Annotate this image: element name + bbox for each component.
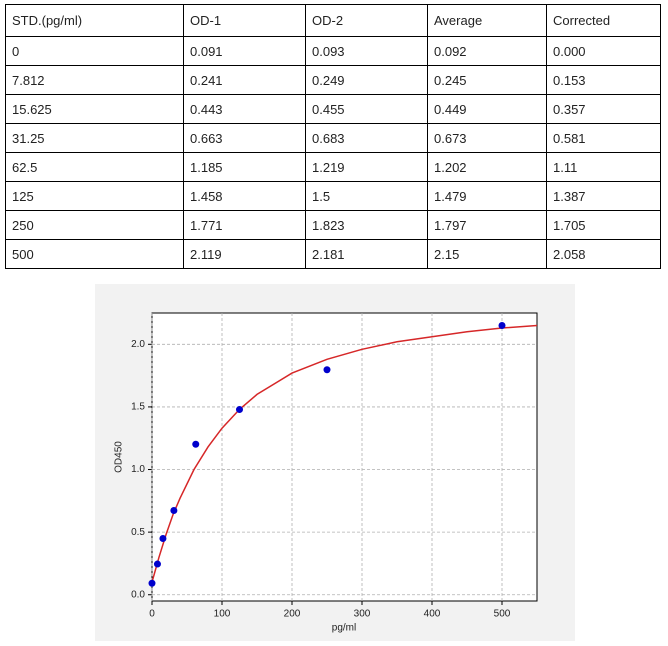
data-point — [236, 406, 243, 414]
x-tick-label: 100 — [214, 609, 231, 620]
x-axis-label: pg/ml — [332, 623, 356, 634]
table-cell: 1.219 — [305, 152, 428, 182]
table-cell: 0 — [5, 36, 184, 66]
table-cell: 500 — [5, 239, 184, 269]
table-cell: 1.823 — [305, 210, 428, 240]
table-cell: 0.455 — [305, 94, 428, 124]
table-cell: 1.5 — [305, 181, 428, 211]
plot-area — [151, 312, 538, 602]
table-cell: 1.458 — [183, 181, 306, 211]
table-row: 31.25 0.663 0.683 0.673 0.581 — [5, 123, 661, 153]
table-cell: 1.11 — [546, 152, 661, 182]
table-cell: 0.093 — [305, 36, 428, 66]
table-cell: 0.443 — [183, 94, 306, 124]
table-row: 7.812 0.241 0.249 0.245 0.153 — [5, 65, 661, 95]
table-cell: 1.797 — [427, 210, 547, 240]
table-cell: 0.249 — [305, 65, 428, 95]
table-cell: 0.241 — [183, 65, 306, 95]
table-cell: 31.25 — [5, 123, 184, 153]
y-tick-label: 1.0 — [131, 464, 145, 475]
table-cell: 2.058 — [546, 239, 661, 269]
data-point — [192, 440, 200, 448]
table-cell: 1.202 — [427, 152, 547, 182]
table-cell: 1.705 — [546, 210, 661, 240]
table-cell: 1.771 — [183, 210, 306, 240]
y-axis-label: OD450 — [114, 441, 125, 473]
y-tick-label: 0.5 — [131, 527, 145, 538]
y-tick-label: 0.0 — [131, 589, 145, 600]
table-cell: 1.185 — [183, 152, 306, 182]
table-cell: OD-1 — [183, 4, 306, 37]
table-cell: 0.000 — [546, 36, 661, 66]
data-point — [323, 366, 331, 374]
table-cell: 2.181 — [305, 239, 428, 269]
table-row: 62.5 1.185 1.219 1.202 1.11 — [5, 152, 661, 182]
table-row: 15.625 0.443 0.455 0.449 0.357 — [5, 94, 661, 124]
table-cell: 0.581 — [546, 123, 661, 153]
table-cell: 0.091 — [183, 36, 306, 66]
table-cell: 0.092 — [427, 36, 547, 66]
data-point — [153, 560, 161, 568]
table-cell: Average — [427, 4, 547, 37]
x-tick-label: 300 — [354, 609, 371, 620]
table-cell: 0.683 — [305, 123, 428, 153]
y-tick-label: 2.0 — [131, 339, 145, 350]
table-cell: 0.673 — [427, 123, 547, 153]
table-row: 0 0.091 0.093 0.092 0.000 — [5, 36, 661, 66]
table-cell: 2.119 — [183, 239, 306, 269]
table-cell: 250 — [5, 210, 184, 240]
x-tick-label: 500 — [494, 609, 511, 620]
table-cell: 15.625 — [5, 94, 184, 124]
table-cell: 125 — [5, 181, 184, 211]
table-cell: 0.153 — [546, 65, 661, 95]
table-cell: STD.(pg/ml) — [5, 4, 184, 37]
data-table: STD.(pg/ml) OD-1 OD-2 Average Corrected 0 0.09… — [5, 4, 661, 269]
table-cell: Corrected — [546, 4, 661, 37]
data-point — [498, 322, 506, 330]
table-row: 250 1.771 1.823 1.797 1.705 — [5, 210, 661, 240]
table-cell: 1.479 — [427, 181, 547, 211]
table-row: 125 1.458 1.5 1.479 1.387 — [5, 181, 661, 211]
header-row: STD.(pg/ml) OD-1 OD-2 Average Corrected — [5, 4, 661, 37]
table-cell: OD-2 — [305, 4, 428, 37]
table-row: 500 2.119 2.181 2.15 2.058 — [5, 239, 661, 269]
data-point — [159, 535, 167, 543]
y-tick-label: 1.5 — [131, 402, 145, 413]
x-tick-label: 0 — [149, 609, 155, 620]
x-tick-label: 200 — [284, 609, 301, 620]
table-cell: 0.357 — [546, 94, 661, 124]
table-cell: 1.387 — [546, 181, 661, 211]
table-cell: 0.245 — [427, 65, 547, 95]
data-point — [148, 579, 156, 587]
chart: pg/ml OD450 0.0 0.5 1.0 1.5 2.0 0 100 200 300 400… — [95, 284, 575, 641]
table-cell: 2.15 — [427, 239, 547, 269]
table-cell: 0.663 — [183, 123, 306, 153]
table-cell: 0.449 — [427, 94, 547, 124]
data-point — [170, 506, 178, 514]
table-cell: 62.5 — [5, 152, 184, 182]
x-tick-label: 400 — [424, 609, 441, 620]
table-cell: 7.812 — [5, 65, 184, 95]
fit-curve — [151, 324, 538, 583]
chart-panel: pg/ml OD450 0.0 0.5 1.0 1.5 2.0 0 100 200 300 400… — [95, 284, 575, 646]
